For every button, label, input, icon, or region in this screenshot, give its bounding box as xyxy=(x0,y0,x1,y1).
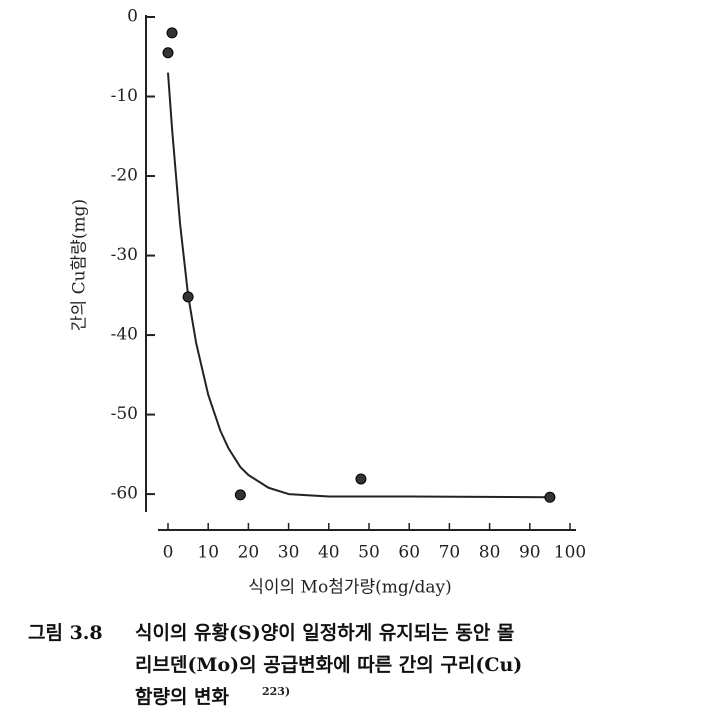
y-axis-label: 간의 Cu함량(mg) xyxy=(70,199,90,331)
caption-line: 식이의 유황(S)양이 일정하게 유지되는 동안 몰 xyxy=(135,621,514,644)
fit-curve xyxy=(167,72,550,499)
reference: 223) xyxy=(262,685,290,698)
y-tick-label: -40 xyxy=(111,325,138,345)
x-axis-label: 식이의 Mo첨가량(mg/day) xyxy=(248,578,452,598)
y-tick-label: -30 xyxy=(111,245,138,265)
figure-number: 그림 3.8 xyxy=(28,622,103,644)
y-tick-label: -60 xyxy=(111,484,138,504)
x-tick-label: 10 xyxy=(197,543,219,563)
x-tick-label: 70 xyxy=(439,543,461,563)
caption-line: 리브덴(Mo)의 공급변화에 따른 간의 구리(Cu) xyxy=(135,654,522,676)
x-tick-label: 90 xyxy=(519,543,541,563)
data-point xyxy=(162,47,174,59)
x-tick-label: 80 xyxy=(479,543,501,563)
data-point xyxy=(234,489,246,501)
data-point xyxy=(355,473,367,485)
x-tick-label: 100 xyxy=(554,543,586,563)
caption-line: 함량의 변화 xyxy=(135,686,230,708)
data-point xyxy=(166,27,178,39)
y-tick-label: 0 xyxy=(127,7,138,27)
x-tick-label: 0 xyxy=(163,543,174,563)
y-tick-label: -50 xyxy=(111,404,138,424)
x-tick-label: 60 xyxy=(398,543,420,563)
data-point xyxy=(544,491,556,503)
x-tick-label: 40 xyxy=(318,543,340,563)
y-tick-label: -10 xyxy=(111,86,138,106)
x-tick-label: 30 xyxy=(278,543,300,563)
x-tick-label: 50 xyxy=(358,543,380,563)
data-point xyxy=(182,291,194,303)
x-tick-label: 20 xyxy=(238,543,260,563)
y-tick-label: -20 xyxy=(111,166,138,186)
